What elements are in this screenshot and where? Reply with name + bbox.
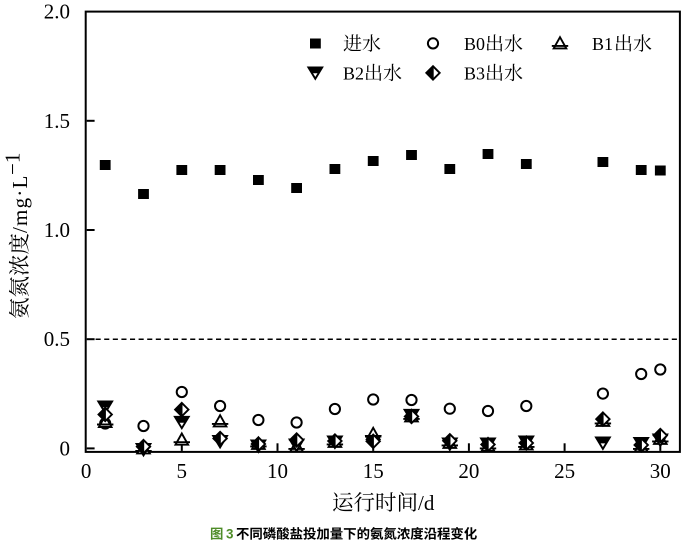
svg-text:30: 30 [650,459,671,483]
svg-text:/mg·L: /mg·L [8,175,32,234]
svg-text:1.5: 1.5 [44,109,70,133]
svg-text:B3: B3 [464,64,485,84]
svg-text:B0: B0 [464,34,485,54]
svg-text:15: 15 [363,459,384,483]
svg-text:0: 0 [60,436,71,460]
svg-text:−1: −1 [1,153,25,175]
svg-text:B1: B1 [592,34,613,54]
svg-text:20: 20 [458,459,479,483]
svg-text:B2: B2 [343,64,364,84]
svg-text:5: 5 [177,459,188,483]
svg-text:3: 3 [226,527,233,542]
svg-text:2.0: 2.0 [44,0,70,24]
svg-text:1.0: 1.0 [44,218,70,242]
svg-text:0.5: 0.5 [44,327,70,351]
svg-text:25: 25 [554,459,575,483]
svg-text:10: 10 [267,459,288,483]
svg-text:0: 0 [81,459,92,483]
svg-text:/d: /d [418,491,435,515]
